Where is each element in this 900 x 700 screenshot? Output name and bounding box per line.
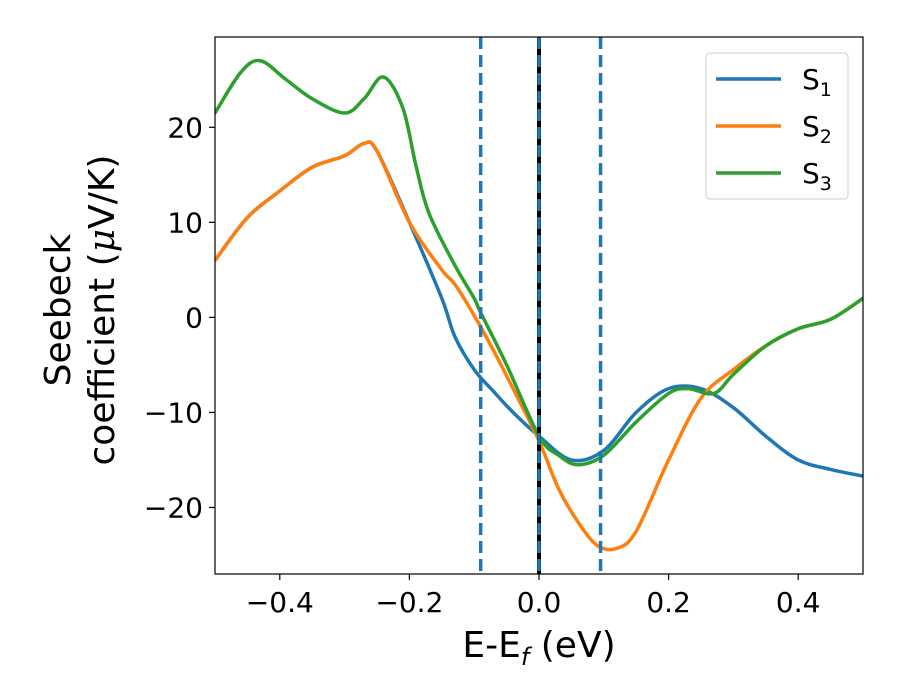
y-axis-title-line1: Seebeck bbox=[38, 233, 79, 386]
y-axis-title: Seebeck coefficient (μV/K) bbox=[38, 155, 123, 466]
legend-label-s2: S2 bbox=[802, 110, 832, 148]
series-lines bbox=[215, 58, 863, 552]
y-tick-label: −10 bbox=[144, 396, 203, 429]
x-tick-label: 0.0 bbox=[517, 586, 562, 619]
x-axis-title-suffix: (eV) bbox=[529, 625, 615, 666]
y-axis-title-prefix: coefficient ( bbox=[82, 252, 123, 465]
x-tick-label: 0.4 bbox=[776, 586, 821, 619]
legend: S1 S2 S3 bbox=[705, 52, 849, 200]
y-axis-ticks: −20 −10 0 10 20 bbox=[144, 111, 215, 524]
series-line-s3 bbox=[215, 58, 863, 467]
reference-lines bbox=[478, 37, 603, 574]
y-axis-title-unit: V/K) bbox=[82, 155, 123, 229]
legend-label-s3: S3 bbox=[802, 157, 832, 195]
x-axis-ticks: −0.4 −0.2 0.0 0.2 0.4 bbox=[246, 574, 821, 619]
legend-label-s1: S1 bbox=[802, 63, 832, 101]
x-axis-title: E-Ef (eV) bbox=[462, 625, 615, 671]
x-tick-label: 0.2 bbox=[646, 586, 691, 619]
y-axis-title-mu: μ bbox=[82, 229, 123, 252]
y-tick-label: 20 bbox=[167, 111, 203, 144]
x-axis-title-main: E-E bbox=[462, 625, 520, 666]
y-tick-label: −20 bbox=[144, 491, 203, 524]
y-tick-label: 0 bbox=[185, 301, 203, 334]
x-tick-label: −0.2 bbox=[375, 586, 443, 619]
series-line-s2 bbox=[215, 140, 863, 552]
x-tick-label: −0.4 bbox=[246, 586, 314, 619]
y-tick-label: 10 bbox=[167, 206, 203, 239]
y-axis-title-line2: coefficient (μV/K) bbox=[82, 155, 123, 466]
